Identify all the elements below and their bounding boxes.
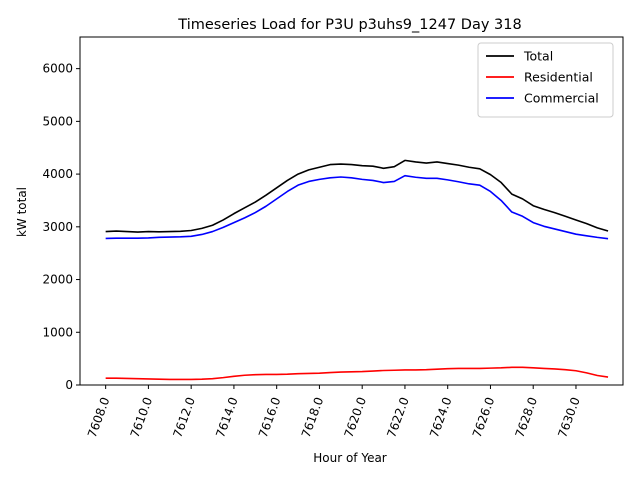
- series-lines: [105, 159, 609, 381]
- legend-label-total: Total: [523, 49, 553, 64]
- y-axis-ticks: 0 1000 2000 3000 4000 5000 6000: [42, 62, 80, 392]
- axes-frame: [79, 36, 624, 386]
- y-tick-label: 1000: [42, 325, 73, 339]
- legend-label-residential: Residential: [524, 70, 593, 85]
- legend-label-commercial: Commercial: [524, 91, 599, 106]
- series-line-total: [105, 159, 609, 233]
- y-tick-label: 4000: [42, 167, 73, 181]
- y-tick-label: 3000: [42, 220, 73, 234]
- y-tick-label: 2000: [42, 273, 73, 287]
- chart-title: Timeseries Load for P3U p3uhs9_1247 Day …: [177, 17, 521, 33]
- x-axis-title: Hour of Year: [313, 451, 387, 465]
- y-tick-label: 0: [65, 378, 73, 392]
- series-line-commercial: [105, 174, 609, 240]
- y-tick-label: 5000: [42, 114, 73, 128]
- y-axis-title: kW total: [15, 187, 29, 237]
- y-tick-label: 6000: [42, 62, 73, 76]
- series-line-residential: [105, 366, 609, 381]
- legend: Total Residential Commercial: [477, 42, 614, 118]
